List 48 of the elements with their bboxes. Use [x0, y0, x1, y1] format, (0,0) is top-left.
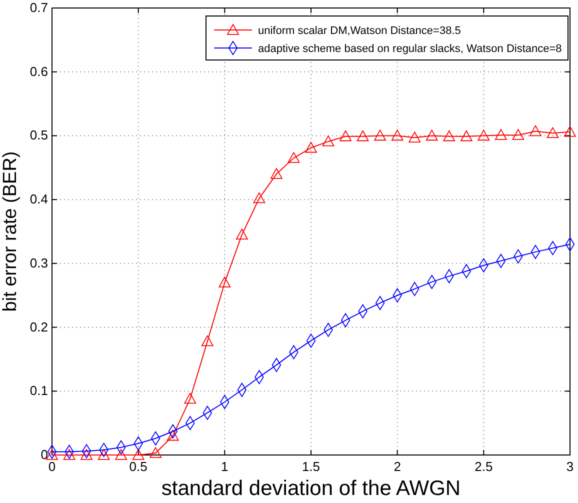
y-tick-label: 0.3: [30, 255, 48, 270]
point: [132, 449, 144, 460]
point: [494, 129, 507, 140]
legend-label: adaptive scheme based on regular slacks, Watson Distance=8: [258, 43, 562, 55]
point: [340, 130, 352, 142]
y-tick-label: 0.1: [30, 383, 48, 398]
y-tick-label: 0.7: [30, 0, 48, 15]
point: [270, 168, 282, 179]
point: [408, 132, 421, 142]
point: [356, 130, 369, 142]
x-axis-title: standard deviation of the AWGN: [161, 477, 461, 500]
point: [63, 449, 76, 460]
y-tick-label: 0.6: [30, 64, 48, 79]
x-tick-label: 1: [221, 459, 228, 474]
point: [253, 192, 266, 204]
point: [98, 449, 110, 460]
y-tick-label: 0.4: [30, 192, 48, 207]
point: [546, 127, 559, 138]
point: [512, 129, 524, 140]
point: [374, 130, 386, 141]
point: [564, 126, 576, 137]
x-tick-label: 0.5: [129, 459, 148, 474]
point: [184, 392, 196, 404]
point: [236, 228, 248, 240]
x-tick-label: 3: [566, 459, 574, 474]
point: [150, 447, 162, 458]
point: [201, 335, 214, 346]
y-axis-title: bit error rate (BER): [0, 151, 21, 312]
point: [115, 449, 128, 460]
x-tick-label: 1.5: [302, 459, 320, 474]
point: [478, 130, 490, 141]
point: [391, 130, 404, 141]
point: [443, 130, 456, 142]
point: [166, 430, 179, 441]
point: [80, 449, 92, 460]
x-tick-label: 2.5: [474, 459, 493, 474]
point: [218, 276, 231, 288]
y-tick-label: 0: [40, 447, 48, 462]
point: [426, 130, 438, 141]
point: [322, 136, 334, 146]
point: [305, 142, 317, 153]
point: [530, 125, 542, 136]
y-tick-label: 0.2: [30, 319, 48, 334]
point: [460, 130, 472, 142]
point: [288, 152, 300, 163]
legend-label: uniform scalar DM,Watson Distance=38.5: [258, 25, 461, 37]
x-tick-label: 2: [394, 459, 401, 474]
y-tick-label: 0.5: [30, 128, 48, 143]
